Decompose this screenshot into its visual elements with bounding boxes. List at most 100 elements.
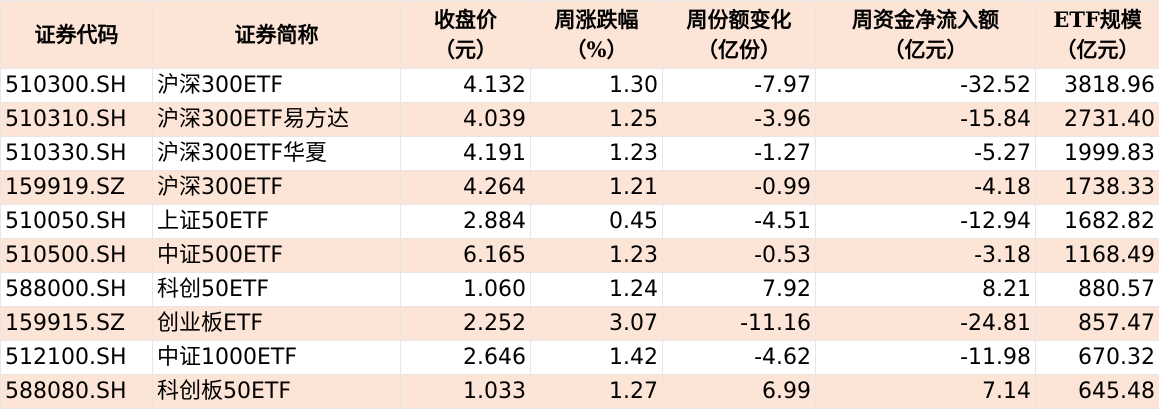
- value-cell: 1682.82: [1035, 204, 1159, 239]
- value-cell: 1.23: [530, 238, 663, 273]
- header-text: 周份额变化: [686, 6, 792, 32]
- value-cell: -24.81: [815, 306, 1036, 341]
- value-cell: 645.48: [1035, 374, 1159, 409]
- value-cell: -11.98: [815, 340, 1036, 375]
- value-cell: -0.53: [662, 238, 816, 273]
- header-text: 证券简称: [234, 21, 319, 47]
- value-cell: -12.94: [815, 204, 1036, 239]
- code-cell: 159915.SZ: [0, 306, 153, 341]
- value-cell: 1.30: [530, 68, 663, 103]
- name-cell: 沪深300ETF: [152, 170, 401, 205]
- table-body: 510300.SH 沪深300ETF 4.132 1.30 -7.97 -32.52 381…: [0, 68, 1159, 409]
- code-cell: 510300.SH: [0, 68, 153, 103]
- table-row: 159915.SZ 创业板ETF 2.252 3.07 -11.16 -24.81 857.…: [0, 306, 1159, 341]
- value-cell: 7.92: [662, 272, 816, 307]
- value-cell: 2731.40: [1035, 102, 1159, 137]
- value-cell: -7.97: [662, 68, 816, 103]
- header-text: 周涨跌幅: [554, 6, 639, 32]
- code-cell: 159919.SZ: [0, 170, 153, 205]
- header-text: （亿份）: [697, 36, 781, 62]
- table-row: 510050.SH 上证50ETF 2.884 0.45 -4.51 -12.94 1682…: [0, 204, 1159, 239]
- value-cell: 1.23: [530, 136, 663, 171]
- value-cell: 4.191: [400, 136, 531, 171]
- name-cell: 创业板ETF: [152, 306, 401, 341]
- header-text: ETF规模: [1053, 6, 1142, 32]
- name-cell: 中证1000ETF: [152, 340, 401, 375]
- name-cell: 沪深300ETF: [152, 68, 401, 103]
- value-cell: -3.18: [815, 238, 1036, 273]
- table-row: 512100.SH 中证1000ETF 2.646 1.42 -4.62 -11.98 67…: [0, 340, 1159, 375]
- code-cell: 588080.SH: [0, 374, 153, 409]
- value-cell: 1.42: [530, 340, 663, 375]
- value-cell: 1.25: [530, 102, 663, 137]
- value-cell: -4.51: [662, 204, 816, 239]
- table-row: 588080.SH 科创板50ETF 1.033 1.27 6.99 7.14 645.48: [0, 374, 1159, 409]
- header-cell: 周涨跌幅 （%）: [530, 0, 663, 69]
- value-cell: 1.21: [530, 170, 663, 205]
- value-cell: 7.14: [815, 374, 1036, 409]
- code-cell: 588000.SH: [0, 272, 153, 307]
- name-cell: 科创50ETF: [152, 272, 401, 307]
- header-cell: ETF规模 （亿元）: [1035, 0, 1159, 69]
- header-cell: 周资金净流入额 （亿元）: [815, 0, 1036, 69]
- header-text: 周资金净流入额: [852, 6, 999, 32]
- value-cell: 670.32: [1035, 340, 1159, 375]
- value-cell: 1168.49: [1035, 238, 1159, 273]
- value-cell: 4.132: [400, 68, 531, 103]
- value-cell: -1.27: [662, 136, 816, 171]
- header-text: （元）: [434, 36, 497, 62]
- table-row: 510300.SH 沪深300ETF 4.132 1.30 -7.97 -32.52 381…: [0, 68, 1159, 103]
- value-cell: -4.18: [815, 170, 1036, 205]
- header-cell: 证券代码: [0, 0, 153, 69]
- value-cell: 0.45: [530, 204, 663, 239]
- name-cell: 上证50ETF: [152, 204, 401, 239]
- value-cell: -3.96: [662, 102, 816, 137]
- header-text: 证券代码: [34, 21, 119, 47]
- header-text: （亿元）: [1055, 36, 1140, 62]
- code-cell: 510050.SH: [0, 204, 153, 239]
- value-cell: -11.16: [662, 306, 816, 341]
- name-cell: 中证500ETF: [152, 238, 401, 273]
- value-cell: 857.47: [1035, 306, 1159, 341]
- header-row: 证券代码 证券简称 收盘价 （元） 周涨跌幅 （%） 周份额变化 （亿份） 周资金净流入额 （亿元…: [0, 0, 1159, 69]
- table-row: 510500.SH 中证500ETF 6.165 1.23 -0.53 -3.18 1168…: [0, 238, 1159, 273]
- code-cell: 510500.SH: [0, 238, 153, 273]
- value-cell: 1.27: [530, 374, 663, 409]
- value-cell: -4.62: [662, 340, 816, 375]
- value-cell: 4.264: [400, 170, 531, 205]
- table-row: 510330.SH 沪深300ETF华夏 4.191 1.23 -1.27 -5.27 19…: [0, 136, 1159, 171]
- value-cell: -0.99: [662, 170, 816, 205]
- value-cell: 1999.83: [1035, 136, 1159, 171]
- value-cell: -32.52: [815, 68, 1036, 103]
- value-cell: 8.21: [815, 272, 1036, 307]
- value-cell: -5.27: [815, 136, 1036, 171]
- value-cell: 1.033: [400, 374, 531, 409]
- value-cell: 3.07: [530, 306, 663, 341]
- value-cell: 2.252: [400, 306, 531, 341]
- header-text: （%）: [565, 36, 628, 62]
- code-cell: 512100.SH: [0, 340, 153, 375]
- table-row: 159919.SZ 沪深300ETF 4.264 1.21 -0.99 -4.18 1738…: [0, 170, 1159, 205]
- table-row: 510310.SH 沪深300ETF易方达 4.039 1.25 -3.96 -15.84…: [0, 102, 1159, 137]
- name-cell: 沪深300ETF华夏: [152, 136, 401, 171]
- code-cell: 510330.SH: [0, 136, 153, 171]
- table-row: 588000.SH 科创50ETF 1.060 1.24 7.92 8.21 880.57: [0, 272, 1159, 307]
- header-cell: 证券简称: [152, 0, 401, 69]
- header-cell: 收盘价 （元）: [400, 0, 531, 69]
- value-cell: 2.884: [400, 204, 531, 239]
- value-cell: 4.039: [400, 102, 531, 137]
- header-cell: 周份额变化 （亿份）: [662, 0, 816, 69]
- header-text: （亿元）: [883, 36, 968, 62]
- name-cell: 科创板50ETF: [152, 374, 401, 409]
- header-text: 收盘价: [434, 6, 497, 32]
- value-cell: 880.57: [1035, 272, 1159, 307]
- code-cell: 510310.SH: [0, 102, 153, 137]
- value-cell: -15.84: [815, 102, 1036, 137]
- value-cell: 1738.33: [1035, 170, 1159, 205]
- name-cell: 沪深300ETF易方达: [152, 102, 401, 137]
- value-cell: 1.060: [400, 272, 531, 307]
- value-cell: 6.99: [662, 374, 816, 409]
- value-cell: 6.165: [400, 238, 531, 273]
